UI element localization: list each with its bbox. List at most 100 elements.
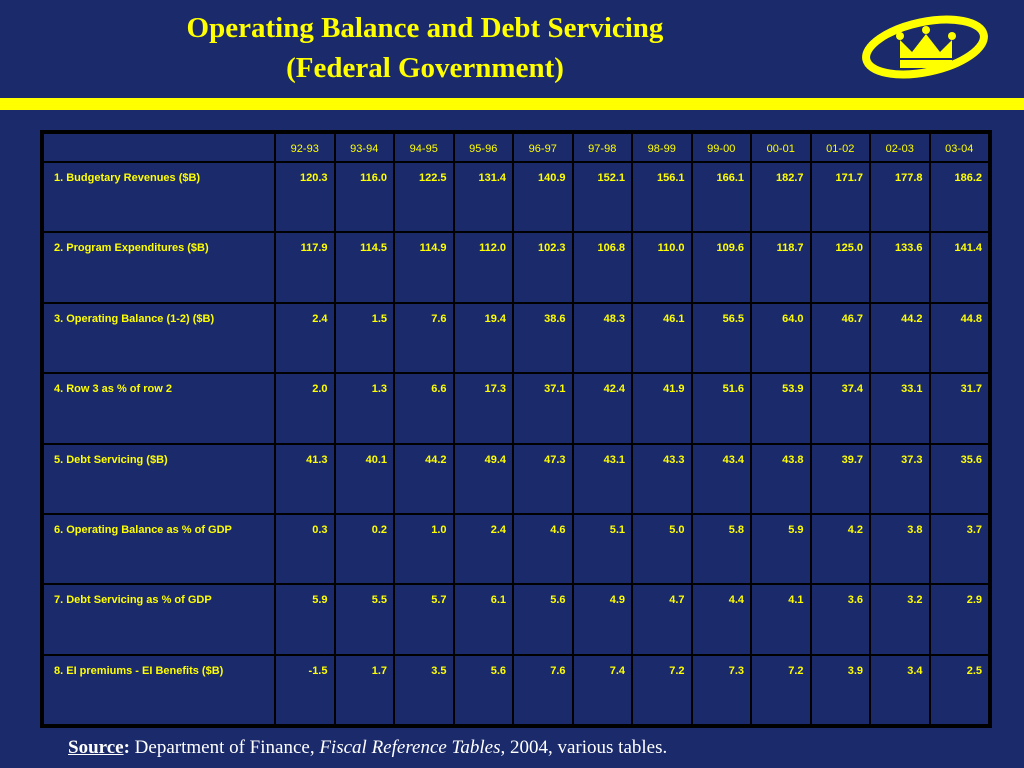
row-label: 5. Debt Servicing ($B) (44, 444, 274, 513)
table-cell: 43.3 (633, 444, 691, 513)
table-cell: 41.3 (276, 444, 334, 513)
column-header: 95-96 (454, 134, 512, 161)
table-cell: 5.9 (276, 585, 334, 654)
data-table: 92-93 93-94 94-95 95-96 96-97 97-98 98-99 99-00… (42, 132, 990, 726)
table-cell: 5.1 (573, 514, 631, 584)
source-text-after: , 2004, various tables. (500, 737, 668, 758)
table-cell: 7.2 (633, 655, 691, 724)
table-cell: 186.2 (930, 163, 988, 232)
table-cell: 3.5 (395, 655, 453, 724)
table-cell: 51.6 (692, 374, 750, 443)
source-colon: : (123, 737, 130, 758)
row-label: 3. Operating Balance (1-2) ($B) (44, 303, 274, 373)
table-cell: 5.7 (395, 585, 453, 654)
table-cell: 6.1 (454, 585, 512, 654)
source-note: Source: Department of Finance, Fiscal Re… (68, 737, 667, 759)
table-cell: 116.0 (335, 163, 393, 232)
row-label: 2. Program Expenditures ($B) (44, 233, 274, 302)
table-cell: 109.6 (692, 233, 750, 302)
table-cell: 2.0 (276, 374, 334, 443)
table-cell: 4.6 (514, 514, 572, 584)
table-cell: 64.0 (752, 303, 810, 373)
table-cell: 56.5 (692, 303, 750, 373)
title-divider (0, 98, 1024, 110)
table-cell: 110.0 (633, 233, 691, 302)
table-cell: 3.2 (871, 585, 929, 654)
page-title: Operating Balance and Debt Servicing (Fe… (0, 8, 850, 88)
table-cell: 37.4 (811, 374, 869, 443)
table-cell: 0.2 (335, 514, 393, 584)
column-header: 03-04 (930, 134, 988, 161)
title-line-1: Operating Balance and Debt Servicing (186, 12, 664, 44)
table-cell: 4.9 (573, 585, 631, 654)
table-cell: 1.7 (335, 655, 393, 724)
table-cell: 38.6 (514, 303, 572, 373)
table-cell: 3.9 (811, 655, 869, 724)
table-row: 6. Operating Balance as % of GDP 0.3 0.2 1.… (44, 514, 988, 584)
table-cell: 5.0 (633, 514, 691, 584)
table-cell: 125.0 (811, 233, 869, 302)
table-cell: 37.3 (871, 444, 929, 513)
table-cell: 43.8 (752, 444, 810, 513)
table-cell: 117.9 (276, 233, 334, 302)
table-cell: 182.7 (752, 163, 810, 232)
table-row: 5. Debt Servicing ($B) 41.3 40.1 44.2 49.4 47… (44, 444, 988, 513)
table-cell: 5.9 (752, 514, 810, 584)
table-cell: 48.3 (573, 303, 631, 373)
column-header: 96-97 (514, 134, 572, 161)
row-label: 1. Budgetary Revenues ($B) (44, 163, 274, 232)
table-cell: 133.6 (871, 233, 929, 302)
table-cell: 141.4 (930, 233, 988, 302)
table-cell: 4.4 (692, 585, 750, 654)
table-cell: 106.8 (573, 233, 631, 302)
table-cell: 5.8 (692, 514, 750, 584)
table-cell: 7.6 (514, 655, 572, 724)
table-cell: 43.1 (573, 444, 631, 513)
table-cell: 171.7 (811, 163, 869, 232)
table-cell: 1.3 (335, 374, 393, 443)
table-cell: 49.4 (454, 444, 512, 513)
table-cell: 118.7 (752, 233, 810, 302)
row-label: 7. Debt Servicing as % of GDP (44, 585, 274, 654)
column-header: 92-93 (276, 134, 334, 161)
table-cell: 5.6 (454, 655, 512, 724)
column-header: 94-95 (395, 134, 453, 161)
table-cell: 41.9 (633, 374, 691, 443)
table-cell: 1.5 (335, 303, 393, 373)
table-cell: 43.4 (692, 444, 750, 513)
column-header: 00-01 (752, 134, 810, 161)
column-header: 97-98 (573, 134, 631, 161)
table-cell: 44.2 (871, 303, 929, 373)
table-cell: 140.9 (514, 163, 572, 232)
table-cell: 33.1 (871, 374, 929, 443)
table-cell: 31.7 (930, 374, 988, 443)
table-cell: 40.1 (335, 444, 393, 513)
source-text-before: Department of Finance, (129, 737, 320, 758)
table-cell: 3.7 (930, 514, 988, 584)
table-cell: 35.6 (930, 444, 988, 513)
column-header: 93-94 (335, 134, 393, 161)
column-header: 01-02 (811, 134, 869, 161)
table-header-row: 92-93 93-94 94-95 95-96 96-97 97-98 98-99 99-00… (44, 134, 988, 161)
data-table-container: 92-93 93-94 94-95 95-96 96-97 97-98 98-99 99-00… (40, 130, 992, 728)
source-label: Source (68, 737, 124, 758)
column-header: 98-99 (633, 134, 691, 161)
table-cell: 44.8 (930, 303, 988, 373)
table-cell: 114.5 (335, 233, 393, 302)
table-row: 1. Budgetary Revenues ($B) 120.3 116.0 122.… (44, 163, 988, 232)
table-row: 3. Operating Balance (1-2) ($B) 2.4 1.5 7.6… (44, 303, 988, 373)
table-row: 4. Row 3 as % of row 2 2.0 1.3 6.6 17.3 37.1 4… (44, 374, 988, 443)
table-cell: 122.5 (395, 163, 453, 232)
table-cell: 6.6 (395, 374, 453, 443)
table-cell: 5.6 (514, 585, 572, 654)
table-cell: 102.3 (514, 233, 572, 302)
table-cell: 44.2 (395, 444, 453, 513)
table-cell: 47.3 (514, 444, 572, 513)
header-cell-empty (44, 134, 274, 161)
table-cell: 4.1 (752, 585, 810, 654)
table-cell: 3.4 (871, 655, 929, 724)
table-cell: 156.1 (633, 163, 691, 232)
table-cell: 7.4 (573, 655, 631, 724)
table-cell: 152.1 (573, 163, 631, 232)
crown-ring-logo-icon (862, 15, 988, 79)
